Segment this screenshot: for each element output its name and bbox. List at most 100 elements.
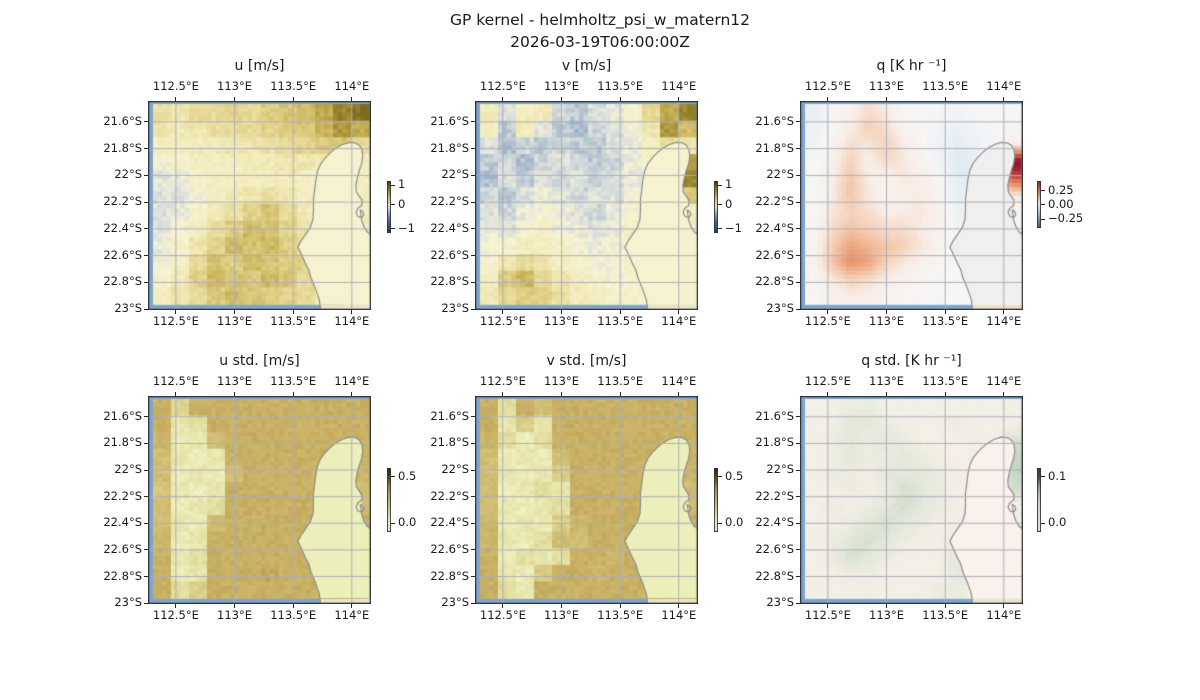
x-tick-mark-top: [561, 97, 563, 101]
x-tick-label-top: 112.5°E: [804, 374, 851, 388]
y-tick-label: 22.8°S: [755, 568, 794, 583]
x-tick-label-bottom: 114°E: [986, 608, 1022, 622]
x-tick-label-bottom: 112.5°E: [152, 314, 199, 328]
x-tick-mark-bottom: [351, 310, 353, 314]
colorbar-tick-label: 1: [725, 177, 733, 192]
x-tick-mark-top: [292, 97, 294, 101]
colorbar-tick-mark: [1041, 218, 1045, 220]
x-tick-mark-bottom: [292, 310, 294, 314]
y-tick-label: 21.6°S: [103, 113, 142, 128]
x-tick-label-bottom: 113.5°E: [922, 608, 969, 622]
x-tick-label-top: 113°E: [544, 374, 579, 388]
colorbar-tick-label: 0.5: [398, 468, 417, 483]
colorbar-tick-mark: [718, 476, 722, 478]
x-tick-mark-top: [827, 97, 829, 101]
y-tick-mark: [144, 228, 148, 230]
y-tick-label: 22.4°S: [103, 220, 142, 235]
x-tick-label-top: 113°E: [869, 374, 904, 388]
y-tick-mark: [144, 496, 148, 498]
x-tick-label-top: 113°E: [869, 79, 904, 93]
y-tick-label: 21.8°S: [103, 435, 142, 450]
y-tick-mark: [144, 281, 148, 283]
y-tick-label: 23°S: [766, 301, 794, 316]
colorbar-tick-mark: [1041, 190, 1045, 192]
x-tick-mark-bottom: [1003, 310, 1005, 314]
x-tick-label-bottom: 113°E: [869, 314, 904, 328]
y-tick-label: 22.2°S: [755, 194, 794, 209]
y-tick-label: 22.2°S: [103, 194, 142, 209]
x-tick-mark-top: [619, 97, 621, 101]
x-tick-mark-top: [234, 392, 236, 396]
x-tick-label-bottom: 113°E: [869, 608, 904, 622]
colorbar-q_std: [1037, 468, 1041, 532]
y-tick-mark: [144, 416, 148, 418]
y-tick-label: 21.6°S: [430, 113, 469, 128]
x-tick-label-top: 112.5°E: [152, 374, 199, 388]
x-tick-mark-top: [175, 392, 177, 396]
x-tick-label-top: 113.5°E: [922, 79, 969, 93]
y-tick-mark: [796, 148, 800, 150]
y-tick-label: 22.8°S: [430, 568, 469, 583]
x-tick-label-bottom: 114°E: [986, 314, 1022, 328]
figure-subtitle: 2026-03-19T06:00:00Z: [510, 33, 690, 51]
colorbar-tick-mark: [1041, 204, 1045, 206]
y-tick-label: 21.8°S: [755, 140, 794, 155]
x-tick-label-top: 113°E: [217, 374, 252, 388]
map-canvas-q: [800, 101, 1023, 310]
x-tick-label-bottom: 112.5°E: [804, 608, 851, 622]
x-tick-mark-top: [175, 97, 177, 101]
y-tick-label: 22.8°S: [103, 274, 142, 289]
x-tick-mark-bottom: [292, 604, 294, 608]
x-tick-label-top: 113.5°E: [270, 374, 317, 388]
y-tick-label: 22.6°S: [103, 247, 142, 262]
x-tick-mark-top: [1003, 97, 1005, 101]
map-canvas-q_std: [800, 396, 1023, 604]
y-tick-label: 22°S: [766, 167, 794, 182]
y-tick-mark: [471, 549, 475, 551]
colorbar-tick-label: 0: [398, 196, 406, 211]
colorbar-u: [387, 181, 391, 233]
x-tick-mark-bottom: [234, 604, 236, 608]
x-tick-label-top: 114°E: [334, 374, 370, 388]
x-tick-mark-bottom: [561, 604, 563, 608]
colorbar-tick-label: 0: [725, 196, 733, 211]
colorbar-tick-mark: [718, 204, 722, 206]
y-tick-mark: [471, 522, 475, 524]
colorbar-u_std: [387, 468, 391, 532]
x-tick-label-bottom: 112.5°E: [479, 314, 526, 328]
y-tick-mark: [471, 469, 475, 471]
x-tick-mark-bottom: [351, 604, 353, 608]
x-tick-label-bottom: 112.5°E: [152, 608, 199, 622]
y-tick-mark: [796, 121, 800, 123]
y-tick-mark: [796, 416, 800, 418]
colorbar-tick-label: 1: [398, 177, 406, 192]
y-tick-mark: [144, 308, 148, 310]
colorbar-tick-label: 0.1: [1048, 468, 1067, 483]
y-tick-mark: [471, 496, 475, 498]
map-canvas-v: [475, 101, 698, 310]
colorbar-tick-mark: [718, 522, 722, 524]
y-tick-label: 23°S: [766, 595, 794, 610]
x-tick-mark-bottom: [619, 310, 621, 314]
x-tick-mark-bottom: [944, 604, 946, 608]
y-tick-mark: [471, 281, 475, 283]
colorbar-tick-label: −1: [398, 220, 415, 235]
x-tick-label-bottom: 113.5°E: [922, 314, 969, 328]
panel-title-v: v [m/s]: [561, 58, 612, 74]
x-tick-label-top: 112.5°E: [479, 374, 526, 388]
x-tick-mark-bottom: [234, 310, 236, 314]
y-tick-label: 21.8°S: [430, 435, 469, 450]
y-tick-label: 21.8°S: [430, 140, 469, 155]
y-tick-label: 22.8°S: [755, 274, 794, 289]
y-tick-label: 22.2°S: [103, 488, 142, 503]
x-tick-label-bottom: 112.5°E: [804, 314, 851, 328]
x-tick-label-top: 113.5°E: [597, 79, 644, 93]
y-tick-label: 21.6°S: [755, 113, 794, 128]
y-tick-mark: [471, 308, 475, 310]
x-tick-mark-bottom: [678, 310, 680, 314]
y-tick-label: 22.2°S: [755, 488, 794, 503]
x-tick-mark-top: [678, 97, 680, 101]
x-tick-label-top: 112.5°E: [804, 79, 851, 93]
x-tick-label-bottom: 113.5°E: [597, 608, 644, 622]
x-tick-mark-bottom: [175, 604, 177, 608]
